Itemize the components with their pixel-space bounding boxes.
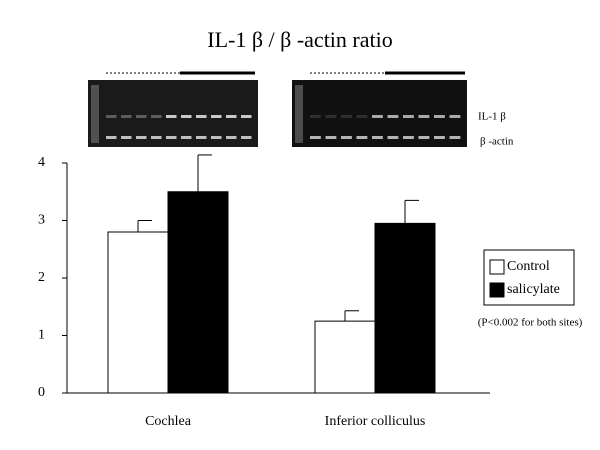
gel-band bbox=[387, 136, 399, 139]
gel-band bbox=[226, 115, 237, 118]
gel-band bbox=[403, 115, 414, 118]
gel-band bbox=[196, 115, 207, 118]
gel-images bbox=[88, 71, 467, 147]
gel-band bbox=[106, 136, 117, 139]
gel-band bbox=[325, 115, 337, 118]
gel-band bbox=[136, 136, 147, 139]
y-tick-label: 2 bbox=[38, 270, 45, 285]
gel-band bbox=[403, 136, 414, 139]
gel-label: IL-1 β bbox=[478, 111, 506, 123]
y-tick-label: 3 bbox=[38, 213, 45, 228]
gel-band bbox=[356, 115, 368, 118]
gel-band bbox=[151, 115, 162, 118]
gel-band bbox=[166, 136, 177, 139]
y-tick-label: 1 bbox=[38, 328, 45, 343]
gel-band bbox=[372, 136, 383, 139]
gel-band bbox=[356, 136, 368, 139]
gel-band bbox=[196, 136, 207, 139]
bar bbox=[107, 231, 169, 394]
gel-band bbox=[151, 136, 162, 139]
gel-band bbox=[106, 115, 117, 118]
bar bbox=[314, 320, 376, 394]
gel-label: β -actin bbox=[480, 136, 514, 148]
gel-band bbox=[418, 136, 430, 139]
gel-band bbox=[121, 136, 132, 139]
gel-band bbox=[181, 115, 192, 118]
legend-label: Control bbox=[507, 259, 550, 274]
gel-band bbox=[341, 115, 352, 118]
chart-title: IL-1 β / β -actin ratio bbox=[207, 27, 393, 52]
y-tick-label: 4 bbox=[38, 155, 45, 170]
gel-band bbox=[325, 136, 337, 139]
x-tick-label: Cochlea bbox=[145, 414, 192, 429]
legend-label: salicylate bbox=[507, 282, 560, 297]
bar bbox=[167, 191, 229, 394]
gel-band bbox=[387, 115, 399, 118]
gel-band bbox=[121, 115, 132, 118]
gel-band bbox=[211, 115, 222, 118]
gel-band bbox=[449, 115, 461, 118]
bar bbox=[374, 222, 436, 394]
x-tick-label: Inferior colliculus bbox=[325, 414, 426, 429]
gel-right bbox=[292, 80, 467, 147]
legend-swatch bbox=[489, 282, 505, 298]
gel-band bbox=[434, 136, 445, 139]
gel-ladder bbox=[91, 85, 99, 143]
gel-left bbox=[88, 80, 258, 147]
gel-band bbox=[136, 115, 147, 118]
legend-swatch bbox=[489, 259, 505, 275]
gel-band bbox=[181, 136, 192, 139]
gel-band bbox=[226, 136, 237, 139]
gel-band bbox=[211, 136, 222, 139]
gel-band bbox=[418, 115, 430, 118]
gel-band bbox=[241, 136, 252, 139]
gel-band bbox=[310, 115, 321, 118]
gel-ladder bbox=[295, 85, 303, 143]
gel-band bbox=[310, 136, 321, 139]
gel-band bbox=[372, 115, 383, 118]
annotation: (P<0.002 for both sites) bbox=[478, 317, 583, 329]
y-tick-label: 0 bbox=[38, 385, 45, 400]
gel-band bbox=[449, 136, 461, 139]
gel-band bbox=[434, 115, 445, 118]
gel-band bbox=[341, 136, 352, 139]
legend-box bbox=[483, 249, 575, 306]
gel-band bbox=[241, 115, 252, 118]
gel-band bbox=[166, 115, 177, 118]
